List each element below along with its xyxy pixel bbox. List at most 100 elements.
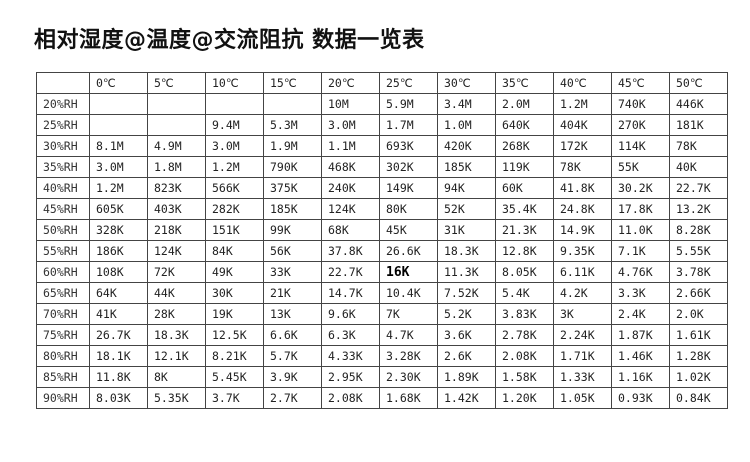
table-cell [147,93,206,115]
table-cell: 30K [205,282,264,304]
table-cell: 1.1M [321,135,380,157]
table-cell: 26.7K [89,324,148,346]
table-cell: 790K [263,156,322,178]
table-cell: 3.28K [379,345,438,367]
table-row: 55%RH 186K 124K 84K 56K 37.8K 26.6K 18.3K 12.8K 9… [36,240,728,262]
table-cell: 1.58K [495,366,554,388]
table-cell: 181K [669,114,728,136]
table-cell: 18.1K [89,345,148,367]
table-row: 65%RH 64K 44K 30K 21K 14.7K 10.4K 7.52K 5.4K 4.2K… [36,282,728,304]
table-cell: 1.46K [611,345,670,367]
table-cell: 12.1K [147,345,206,367]
table-cell: 0.93K [611,387,670,409]
table-cell: 185K [437,156,496,178]
table-cell: 68K [321,219,380,241]
table-cell: 2.95K [321,366,380,388]
table-cell: 6.6K [263,324,322,346]
table-cell: 8K [147,366,206,388]
table-cell: 7.1K [611,240,670,262]
table-cell: 5.35K [147,387,206,409]
table-cell: 41.8K [553,177,612,199]
table-cell: 186K [89,240,148,262]
table-cell: 124K [147,240,206,262]
table-row: 75%RH 26.7K 18.3K 12.5K 6.6K 6.3K 4.7K 3.6K 2.78… [36,324,728,346]
table-cell: 4.2K [553,282,612,304]
table-cell: 14.9K [553,219,612,241]
table-cell: 9.35K [553,240,612,262]
table-cell: 8.1M [89,135,148,157]
table-cell: 2.7K [263,387,322,409]
table-cell: 4.9M [147,135,206,157]
table-cell: 3.83K [495,303,554,325]
table-cell: 3.7K [205,387,264,409]
table-cell: 566K [205,177,264,199]
table-cell: 17.8K [611,198,670,220]
row-header: 90%RH [36,387,90,409]
table-cell: 5.7K [263,345,322,367]
table-cell: 3.0M [89,156,148,178]
table-cell: 6.11K [553,261,612,283]
table-cell: 35.4K [495,198,554,220]
table-cell: 19K [205,303,264,325]
table-cell: 45K [379,219,438,241]
table-cell: 5.3M [263,114,322,136]
table-cell: 80K [379,198,438,220]
table-cell: 21K [263,282,322,304]
table-cell: 1.0M [437,114,496,136]
table-cell: 240K [321,177,380,199]
table-cell: 1.42K [437,387,496,409]
table-cell [263,93,322,115]
table-cell: 8.05K [495,261,554,283]
table-cell: 740K [611,93,670,115]
table-row: 30%RH 8.1M 4.9M 3.0M 1.9M 1.1M 693K 420K 268K 172… [36,135,728,157]
table-cell: 7K [379,303,438,325]
table-cell: 1.87K [611,324,670,346]
column-header: 30℃ [437,72,496,94]
row-header: 30%RH [36,135,90,157]
table-cell: 149K [379,177,438,199]
table-cell: 468K [321,156,380,178]
table-cell: 37.8K [321,240,380,262]
table-cell: 151K [205,219,264,241]
table-cell: 3.9K [263,366,322,388]
table-cell: 270K [611,114,670,136]
table-cell: 2.0M [495,93,554,115]
table-cell: 7.52K [437,282,496,304]
table-cell: 823K [147,177,206,199]
column-header: 25℃ [379,72,438,94]
table-cell: 1.05K [553,387,612,409]
corner-cell [36,72,90,94]
table-cell: 16K [379,261,438,283]
column-header: 45℃ [611,72,670,94]
table-cell: 64K [89,282,148,304]
table-row: 35%RH 3.0M 1.8M 1.2M 790K 468K 302K 185K 119K 78K… [36,156,728,178]
table-row: 60%RH 108K 72K 49K 33K 22.7K 16K 11.3K 8.05K 6.11… [36,261,728,283]
table-cell: 22.7K [321,261,380,283]
table-cell: 2.78K [495,324,554,346]
table-cell: 78K [669,135,728,157]
table-cell: 2.24K [553,324,612,346]
table-cell: 5.4K [495,282,554,304]
row-header: 20%RH [36,93,90,115]
row-header: 50%RH [36,219,90,241]
table-cell: 1.2M [205,156,264,178]
table-cell: 5.55K [669,240,728,262]
table-cell: 8.21K [205,345,264,367]
table-cell: 1.2M [89,177,148,199]
table-cell: 6.3K [321,324,380,346]
table-cell: 99K [263,219,322,241]
table-cell: 18.3K [147,324,206,346]
table-cell: 52K [437,198,496,220]
table-cell: 1.28K [669,345,728,367]
table-cell: 403K [147,198,206,220]
row-header: 75%RH [36,324,90,346]
table-cell: 1.33K [553,366,612,388]
table-cell: 11.3K [437,261,496,283]
table-cell: 218K [147,219,206,241]
table-row: 25%RH 9.4M 5.3M 3.0M 1.7M 1.0M 640K 404K 270K 181… [36,114,728,136]
table-cell: 26.6K [379,240,438,262]
table-cell: 2.30K [379,366,438,388]
table-cell: 268K [495,135,554,157]
table-cell: 94K [437,177,496,199]
table-cell: 24.8K [553,198,612,220]
